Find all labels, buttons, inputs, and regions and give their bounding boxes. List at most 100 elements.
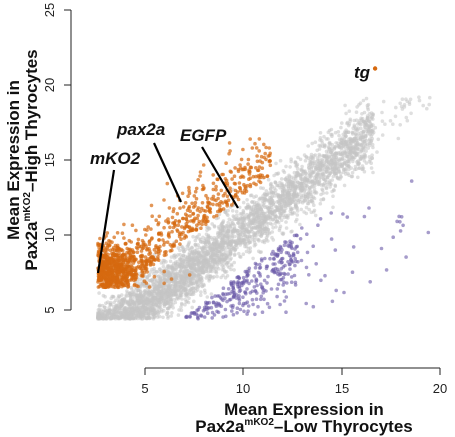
point-not-significant (157, 305, 161, 310)
point-not-significant (337, 161, 342, 166)
point-not-significant (125, 289, 129, 293)
point-not-significant (193, 242, 197, 247)
point-not-significant (205, 295, 210, 299)
point-up-in-high (255, 168, 260, 173)
point-up-in-high (198, 174, 202, 178)
point-up-in-high (204, 222, 208, 226)
point-not-significant (281, 186, 286, 191)
point-not-significant (157, 277, 162, 281)
point-not-significant (104, 308, 108, 313)
point-up-in-high (188, 214, 192, 218)
point-not-significant (146, 313, 150, 318)
point-not-significant (127, 291, 132, 296)
point-up-in-high (239, 157, 244, 162)
point-not-significant (284, 226, 289, 230)
point-up-in-high (119, 281, 124, 286)
point-not-significant (224, 269, 229, 274)
point-up-in-high (115, 276, 119, 281)
point-up-in-high (131, 250, 135, 255)
point-not-significant (196, 285, 200, 289)
point-up-in-high (200, 222, 204, 227)
point-not-significant (200, 284, 205, 289)
point-down-in-high (255, 283, 259, 288)
point-down-in-high (271, 249, 275, 254)
point-not-significant (184, 280, 189, 285)
point-not-significant (204, 260, 209, 265)
point-not-significant (329, 162, 334, 167)
point-down-in-high (293, 263, 297, 268)
point-up-in-high (267, 146, 272, 150)
point-not-significant (333, 160, 338, 164)
point-not-significant (393, 114, 398, 119)
point-not-significant (178, 248, 182, 253)
point-not-significant (355, 122, 360, 126)
point-not-significant (243, 233, 247, 238)
point-not-significant (289, 207, 294, 212)
point-not-significant (149, 293, 153, 297)
point-not-significant (181, 258, 186, 263)
point-not-significant (371, 170, 375, 175)
point-not-significant (271, 191, 276, 195)
point-not-significant (148, 303, 153, 308)
point-not-significant (349, 156, 353, 160)
point-not-significant (188, 248, 192, 252)
point-not-significant (131, 316, 136, 320)
point-not-significant (370, 153, 374, 157)
point-up-in-high (125, 264, 130, 269)
point-up-in-high (115, 231, 120, 235)
point-not-significant (250, 200, 254, 204)
point-up-in-high (267, 153, 272, 158)
point-not-significant (221, 257, 226, 262)
point-not-significant (309, 191, 313, 195)
point-not-significant (210, 243, 214, 248)
point-not-significant (225, 260, 229, 265)
point-up-in-high (148, 262, 153, 266)
point-up-in-high (204, 193, 208, 198)
point-up-in-high (224, 200, 228, 205)
point-not-significant (332, 188, 336, 192)
point-not-significant (310, 155, 315, 160)
point-down-in-high (250, 297, 255, 302)
point-up-in-high (154, 245, 158, 249)
point-up-in-high (139, 249, 144, 253)
point-not-significant (284, 220, 288, 224)
point-not-significant (186, 243, 191, 247)
point-up-in-high (186, 194, 190, 198)
point-not-significant (219, 249, 223, 254)
point-up-in-high (157, 214, 162, 219)
point-up-in-high (224, 161, 228, 165)
point-up-in-high (254, 182, 258, 187)
point-down-in-high (341, 212, 345, 216)
point-not-significant (250, 237, 255, 242)
point-not-significant (174, 292, 178, 297)
point-not-significant (301, 193, 306, 197)
point-up-in-high (163, 250, 167, 254)
point-up-in-high (149, 203, 154, 208)
point-not-significant (225, 274, 230, 278)
point-not-significant (274, 171, 279, 176)
point-up-in-high (264, 145, 268, 150)
point-not-significant (157, 314, 162, 319)
point-up-in-high (105, 282, 110, 287)
point-not-significant (216, 244, 221, 248)
point-up-in-high (170, 229, 174, 234)
point-not-significant (333, 163, 338, 167)
point-up-in-high (109, 280, 114, 284)
point-up-in-high (198, 170, 203, 174)
point-up-in-high (260, 166, 265, 170)
point-not-significant (272, 214, 277, 219)
point-up-in-high (230, 177, 234, 181)
point-not-significant (176, 296, 180, 301)
point-not-significant (318, 163, 323, 167)
point-down-in-high (334, 288, 339, 293)
point-up-in-high (255, 159, 260, 164)
point-up-in-high (113, 279, 117, 284)
point-down-in-high (362, 214, 367, 219)
point-not-significant (364, 149, 368, 153)
point-up-in-high (111, 273, 116, 278)
point-not-significant (396, 136, 401, 141)
point-not-significant (360, 112, 364, 116)
point-not-significant (305, 198, 310, 202)
point-up-in-high (206, 200, 210, 204)
point-up-in-high (135, 250, 140, 254)
